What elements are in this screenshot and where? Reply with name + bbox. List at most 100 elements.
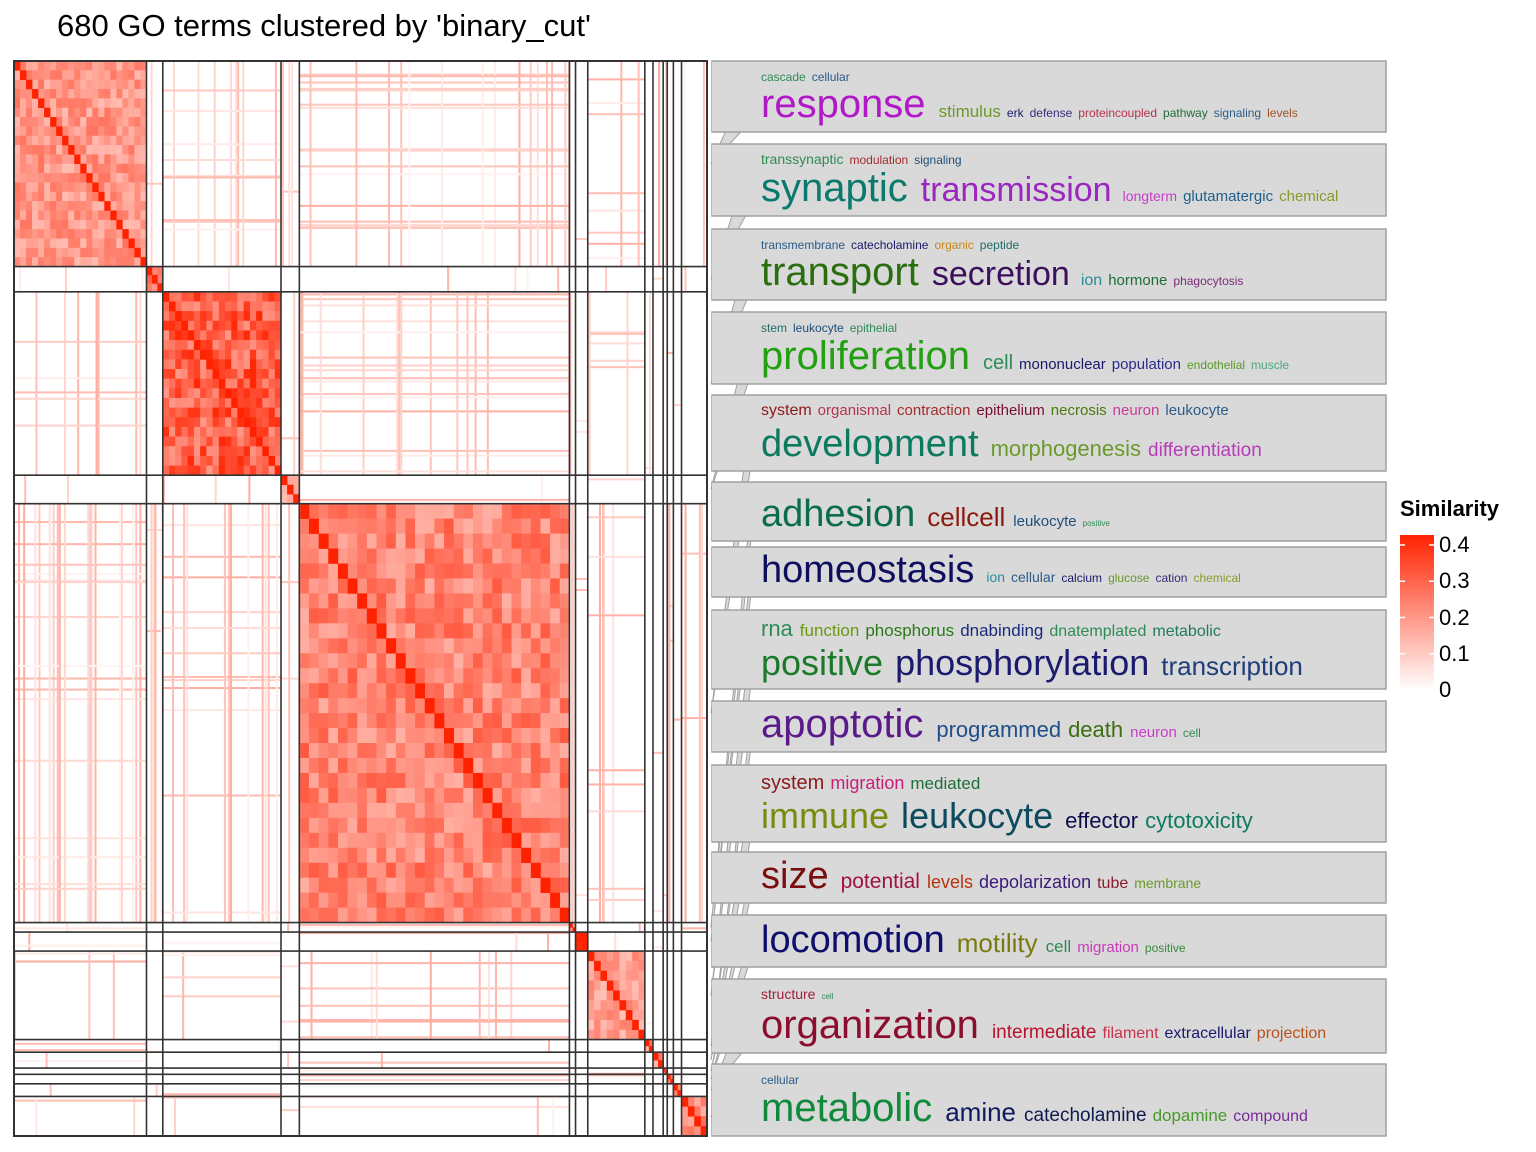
legend-colorbar [1400, 535, 1434, 690]
legend-tick-label: 0.2 [1439, 604, 1470, 630]
cloud-word: transcription [1161, 651, 1303, 681]
cloud-word: phagocytosis [1173, 274, 1244, 288]
cloud-word: organismal [817, 402, 892, 419]
cloud-word: projection [1256, 1025, 1327, 1042]
wordcloud-line: immune leukocyte effector cytotoxicity [761, 798, 1260, 834]
wordcloud-line: metabolic amine catecholamine dopamine compo… [761, 1088, 1314, 1128]
cloud-word: mediated [910, 774, 981, 793]
wordcloud-box-fill [712, 548, 752, 596]
wordcloud-line: transport secretion ion hormone phagocytosis [761, 252, 1249, 292]
legend-tick-label: 0.4 [1439, 532, 1470, 557]
wordcloud-box-fill [712, 483, 752, 540]
wordcloud-line: rna function phosphorus dnabinding dnatempla… [761, 618, 1227, 640]
cloud-word: metabolic [1152, 623, 1221, 640]
cloud-word: positive [1144, 941, 1186, 955]
cloud-word: cation [1155, 571, 1188, 585]
wordcloud-line: adhesion cellcell leukocyte positive [761, 495, 1116, 533]
cluster-block-9 [644, 1039, 654, 1053]
wordcloud-line: organization intermediate filament extracel… [761, 1005, 1332, 1045]
cloud-word: organization [761, 1003, 979, 1047]
cloud-word: cascade [761, 70, 806, 84]
cloud-word: positive [761, 642, 884, 683]
cloud-word: pathway [1163, 106, 1208, 120]
cloud-word: adhesion [761, 493, 916, 535]
wordcloud-box-fill [712, 611, 752, 688]
cloud-word: phosphorylation [895, 642, 1150, 683]
cloud-word: endothelial [1186, 358, 1246, 372]
cloud-word: longterm [1122, 188, 1178, 204]
legend-tick-label: 0.1 [1439, 640, 1470, 666]
wordcloud-line: structure cell [761, 987, 839, 1003]
wordcloud-line: cascade cellular [761, 69, 856, 85]
wordcloud-box-6 [711, 481, 1387, 542]
cloud-word: motility [956, 928, 1038, 958]
wordcloud-line: transsynaptic modulation signaling [761, 152, 968, 168]
cloud-word: membrane [1134, 875, 1202, 891]
wordcloud-box-fill [712, 145, 752, 215]
wordcloud-line: size potential levels depolarization tube mem… [761, 857, 1207, 895]
cloud-word: secretion [931, 255, 1070, 293]
wordcloud-box-fill [712, 313, 752, 383]
wordcloud-box-fill [712, 1065, 752, 1135]
wordcloud-box-fill [712, 230, 752, 299]
cloud-word: potential [840, 870, 920, 893]
cloud-word: compound [1233, 1108, 1308, 1125]
wordcloud-box-fill [712, 396, 752, 470]
cloud-word: differentiation [1148, 440, 1262, 461]
cloud-word: apoptotic [761, 702, 924, 746]
chart-title: 680 GO terms clustered by 'binary_cut' [57, 8, 591, 43]
cloud-word: epithelium [976, 402, 1045, 419]
cloud-word: organic [934, 238, 974, 252]
cloud-word: transport [761, 250, 919, 294]
wordcloud-box-fill [712, 980, 752, 1052]
cluster-block-1 [14, 61, 147, 267]
wordcloud-line: stem leukocyte epithelial [761, 320, 903, 336]
wordcloud-box-fill [712, 62, 752, 131]
wordcloud-line: cellular [761, 1072, 805, 1088]
wordcloud-box-11 [711, 851, 1387, 904]
cloud-word: intermediate [991, 1022, 1097, 1043]
cloud-word: immune [761, 795, 890, 836]
cloud-word: synaptic [761, 166, 908, 210]
cloud-word: cell [1182, 726, 1201, 740]
cluster-block-8 [587, 951, 646, 1040]
cloud-word: necrosis [1050, 402, 1107, 419]
cluster-block-5 [299, 503, 570, 923]
cloud-word: signaling [914, 153, 962, 167]
cloud-word: system [761, 402, 812, 419]
cloud-word: extracellular [1164, 1025, 1251, 1042]
cloud-word: ion [986, 569, 1006, 585]
wordcloud-box-fill [712, 766, 752, 841]
wordcloud-line: response stimulus erk defense proteincoupled… [761, 84, 1304, 124]
cloud-word: amine [945, 1097, 1017, 1127]
wordcloud-line: synaptic transmission longterm glutamatergi… [761, 168, 1344, 208]
cloud-word: neuron [1130, 724, 1177, 741]
cloud-word: depolarization [979, 872, 1092, 892]
wordcloud-box-7 [711, 546, 1387, 598]
cloud-word: glutamatergic [1183, 188, 1274, 205]
cloud-word: modulation [849, 153, 909, 167]
cluster-block-11 [663, 1068, 668, 1075]
wordcloud-line: development morphogenesis differentiation [761, 425, 1268, 463]
cloud-word: cell [821, 992, 834, 1001]
cloud-word: contraction [897, 402, 971, 419]
cloud-word: cell [983, 352, 1014, 374]
cloud-word: catecholamine [851, 238, 929, 252]
cloud-word: chemical [1279, 188, 1339, 205]
wordcloud-box-2 [711, 143, 1387, 217]
cluster-block-12 [667, 1074, 674, 1085]
legend-title: Similarity [1400, 496, 1500, 521]
legend-tick-label: 0 [1439, 677, 1452, 702]
wordcloud-box-4 [711, 311, 1387, 385]
cloud-word: homeostasis [761, 549, 975, 591]
cloud-word: dnatemplated [1049, 623, 1147, 640]
wordcloud-box-fill [712, 702, 752, 751]
cluster-block-6 [569, 922, 576, 933]
wordcloud-line: system organismal contraction epithelium nec… [761, 403, 1235, 419]
heatmap-cells [14, 61, 708, 1137]
cloud-word: locomotion [761, 919, 945, 961]
wordcloud-box-13 [711, 978, 1387, 1054]
cloud-word: rna [761, 616, 793, 641]
cloud-word: leukocyte [1165, 402, 1229, 419]
